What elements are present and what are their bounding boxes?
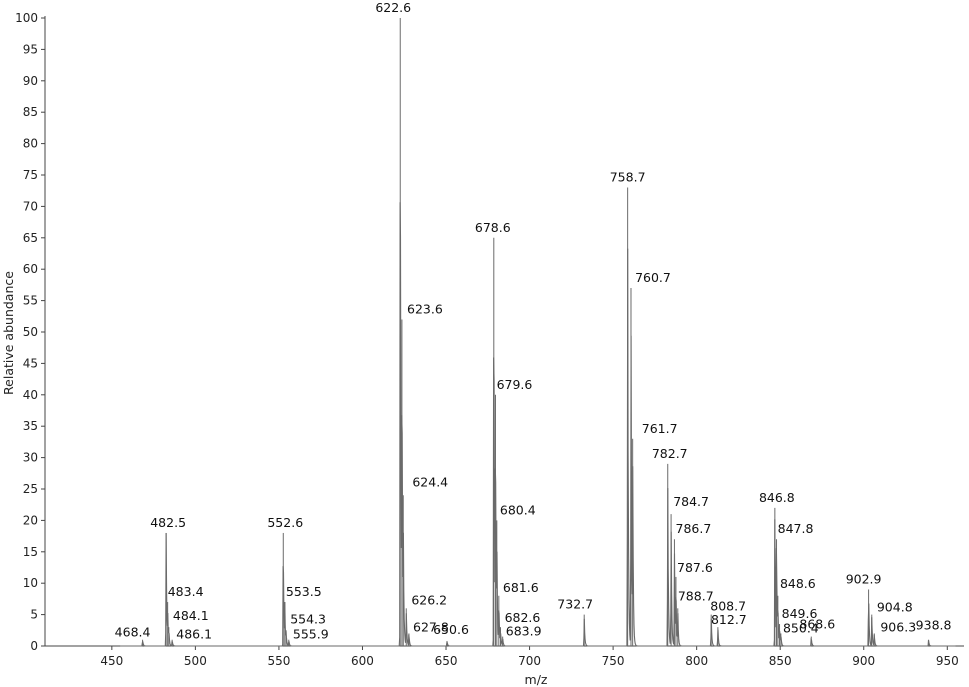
x-tick-label: 550 (267, 654, 290, 668)
peak-label: 622.6 (375, 0, 411, 15)
y-tick-label: 95 (23, 42, 38, 56)
peak-label: 902.9 (846, 571, 882, 586)
spectrum-trace-group (120, 18, 956, 647)
y-tick-label: 85 (23, 105, 38, 119)
y-tick-label: 10 (23, 576, 38, 590)
peak-label: 482.5 (150, 515, 186, 530)
peak-label: 484.1 (173, 608, 209, 623)
peak-label: 787.6 (677, 560, 713, 575)
peak-label: 624.4 (412, 474, 448, 489)
peak-label: 938.8 (916, 618, 952, 633)
peak-label: 846.8 (759, 490, 795, 505)
y-tick-label: 35 (23, 419, 38, 433)
y-tick-label: 20 (23, 513, 38, 527)
peak-label: 732.7 (557, 597, 593, 612)
y-tick-label: 30 (23, 451, 38, 465)
peak-label: 850.4 (783, 620, 819, 635)
peak-label: 554.3 (290, 611, 326, 626)
spectrum-trace (120, 202, 956, 647)
peak-label: 808.7 (710, 599, 746, 614)
y-tick-label: 55 (23, 294, 38, 308)
peak-label: 483.4 (168, 584, 204, 599)
peak-label: 486.1 (176, 627, 212, 642)
peak-label: 784.7 (673, 494, 709, 509)
y-tick-label: 25 (23, 482, 38, 496)
peak-label: 683.9 (506, 624, 542, 639)
y-tick-label: 0 (30, 639, 38, 653)
peak-label: 782.7 (652, 446, 688, 461)
peak-label: 650.6 (433, 622, 469, 637)
y-tick-label: 60 (23, 262, 38, 276)
peak-label: 678.6 (475, 220, 511, 235)
peak-label: 786.7 (676, 521, 712, 536)
y-tick-label: 50 (23, 325, 38, 339)
peak-label: 849.6 (782, 606, 818, 621)
peak-label: 904.8 (877, 600, 913, 615)
x-tick-label: 500 (184, 654, 207, 668)
peak-labels: 468.4 482.5 483.4 484.1 486.1 552.6 553.5 554.3… (115, 0, 952, 642)
peak-label: 552.6 (267, 515, 303, 530)
peak-label: 788.7 (678, 588, 714, 603)
y-tick-label: 75 (23, 168, 38, 182)
x-tick-label: 750 (602, 654, 625, 668)
peak-label: 627.8 (413, 619, 449, 634)
y-tick-label: 5 (30, 608, 38, 622)
peak-label: 468.4 (115, 625, 151, 640)
x-tick-label: 900 (852, 654, 875, 668)
peak-label: 553.5 (286, 584, 322, 599)
y-tick-label: 70 (23, 199, 38, 213)
x-tick-label: 850 (769, 654, 792, 668)
peak-label: 626.2 (411, 592, 447, 607)
x-tick-label: 950 (936, 654, 959, 668)
y-tick-label: 45 (23, 356, 38, 370)
x-tick-label: 450 (100, 654, 123, 668)
y-tick-label: 90 (23, 74, 38, 88)
y-tick-label: 80 (23, 137, 38, 151)
peak-label: 760.7 (635, 270, 671, 285)
y-axis-title: Relative abundance (1, 271, 16, 395)
peak-label: 623.6 (407, 301, 443, 316)
peak-label: 681.6 (503, 580, 539, 595)
x-tick-label: 600 (351, 654, 374, 668)
peak-label: 680.4 (500, 502, 536, 517)
x-axis-title: m/z (525, 672, 548, 687)
peak-label: 555.9 (293, 627, 329, 642)
peak-label: 847.8 (778, 521, 814, 536)
peak-label: 868.6 (799, 617, 835, 632)
peak-label: 758.7 (610, 170, 646, 185)
y-tick-label: 15 (23, 545, 38, 559)
y-tick-label: 65 (23, 231, 38, 245)
peak-label: 679.6 (497, 377, 533, 392)
peak-label: 812.7 (711, 612, 747, 627)
peak-label: 682.6 (505, 610, 541, 625)
x-tick-label: 650 (435, 654, 458, 668)
peak-label: 848.6 (780, 576, 816, 591)
y-tick-label: 100 (15, 11, 38, 25)
peak-label: 761.7 (642, 421, 678, 436)
x-tick-label: 800 (685, 654, 708, 668)
peak-label: 906.3 (880, 619, 916, 634)
x-tick-label: 700 (518, 654, 541, 668)
axes: 0 5 10 15 20 25 30 35 40 45 50 55 60 65 70 75 80 85 90 95 10… (15, 11, 964, 668)
y-tick-label: 40 (23, 388, 38, 402)
